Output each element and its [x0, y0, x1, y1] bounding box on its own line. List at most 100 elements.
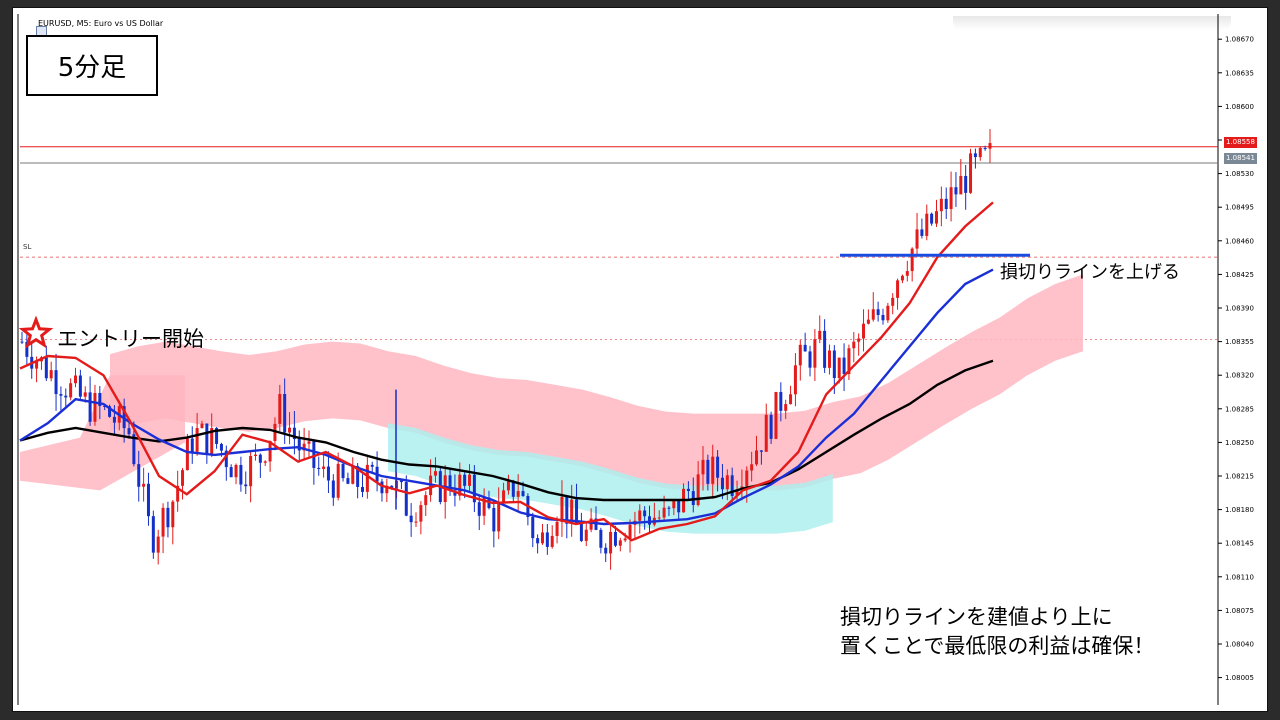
candle-body — [579, 523, 583, 541]
candle-body — [414, 521, 418, 523]
candle-body — [939, 198, 943, 212]
candle-body — [108, 406, 112, 417]
candle-body — [531, 517, 535, 539]
candle-body — [234, 464, 238, 478]
candle-body — [283, 394, 287, 433]
candle-body — [964, 175, 968, 193]
candle-body — [385, 485, 389, 494]
candle-body — [677, 500, 681, 513]
candle-body — [730, 475, 734, 497]
candle-body — [827, 350, 831, 368]
candle-body — [720, 477, 724, 490]
candle-body — [876, 309, 880, 315]
candle-body — [813, 339, 817, 368]
candle-body — [511, 480, 515, 497]
candle-body — [463, 474, 467, 486]
candle-body — [365, 464, 369, 492]
candle-body — [852, 341, 856, 349]
candle-body — [565, 496, 569, 524]
candle-body — [818, 330, 822, 340]
candle-body — [93, 393, 97, 422]
candle-body — [361, 486, 365, 492]
candle-body — [769, 414, 773, 439]
raise-stop-annotation: 損切りラインを上げる — [1000, 262, 1180, 283]
candle-body — [759, 450, 763, 452]
candle-body — [516, 491, 520, 497]
candle-body — [399, 480, 403, 483]
candle-body — [866, 319, 870, 324]
candle-body — [784, 404, 788, 411]
candle-body — [224, 450, 228, 468]
candle-body — [249, 455, 253, 487]
candle-body — [336, 463, 340, 498]
candle-body — [638, 510, 642, 521]
candle-body — [297, 439, 301, 451]
candle-body — [847, 348, 851, 375]
candle-body — [205, 423, 209, 455]
summary-line-2: 置くことで最低限の利益は確保！ — [840, 634, 1155, 658]
candle-body — [59, 394, 63, 396]
candle-body — [891, 297, 895, 306]
candle-body — [934, 211, 938, 224]
candle-body — [404, 482, 408, 516]
candle-body — [356, 466, 360, 487]
timeframe-box: 5分足 — [26, 35, 158, 96]
candle-body — [725, 475, 729, 490]
candle-body — [380, 481, 384, 494]
candle-body — [492, 507, 496, 532]
candle-body — [229, 467, 233, 478]
candle-body — [219, 443, 223, 451]
candle-body — [44, 357, 48, 379]
candle-body — [949, 187, 953, 209]
candle-body — [302, 443, 306, 451]
candle-body — [832, 350, 836, 379]
y-tick-label: 1.08600 — [1225, 103, 1254, 111]
candle-body — [263, 461, 267, 463]
entry-star-icon — [18, 315, 54, 349]
ask-price-tag: 1.08558 — [1224, 137, 1257, 148]
candle-body — [696, 474, 700, 506]
candle-body — [925, 213, 929, 236]
candle-body — [604, 547, 608, 554]
candle-body — [803, 344, 807, 352]
candle-body — [896, 280, 900, 298]
candle-body — [239, 464, 243, 485]
candle-body — [171, 501, 175, 528]
candle-body — [322, 466, 326, 469]
candle-body — [468, 474, 472, 486]
candle-body — [521, 491, 525, 496]
candle-body — [288, 427, 292, 433]
candle-body — [506, 480, 510, 491]
candle-body — [716, 456, 720, 478]
y-tick-label: 1.08635 — [1225, 69, 1254, 77]
candle-body — [137, 464, 141, 487]
candle-body — [613, 531, 617, 546]
y-tick-label: 1.08495 — [1225, 204, 1254, 212]
y-tick-label: 1.08355 — [1225, 338, 1254, 346]
candle-body — [326, 466, 330, 481]
candle-body — [258, 454, 262, 463]
candle-body — [837, 357, 841, 379]
candle-body — [570, 499, 574, 524]
candle-body — [755, 450, 759, 465]
candle-body — [20, 341, 24, 343]
candle-body — [49, 370, 53, 379]
y-tick-label: 1.08250 — [1225, 439, 1254, 447]
candle-body — [98, 393, 102, 406]
candle-body — [151, 516, 155, 553]
candle-body — [83, 392, 87, 397]
candle-body — [711, 456, 715, 484]
candle-body — [662, 507, 666, 518]
y-tick-label: 1.08040 — [1225, 641, 1254, 649]
bid-price-tag: 1.08541 — [1224, 153, 1257, 164]
candle-body — [433, 471, 437, 476]
candle-body — [667, 507, 671, 509]
candle-body — [215, 427, 219, 444]
candle-body — [954, 187, 958, 195]
candle-body — [823, 330, 827, 368]
candle-body — [545, 532, 549, 547]
candle-body — [244, 484, 248, 487]
candle-body — [424, 495, 428, 506]
candle-body — [808, 351, 812, 368]
